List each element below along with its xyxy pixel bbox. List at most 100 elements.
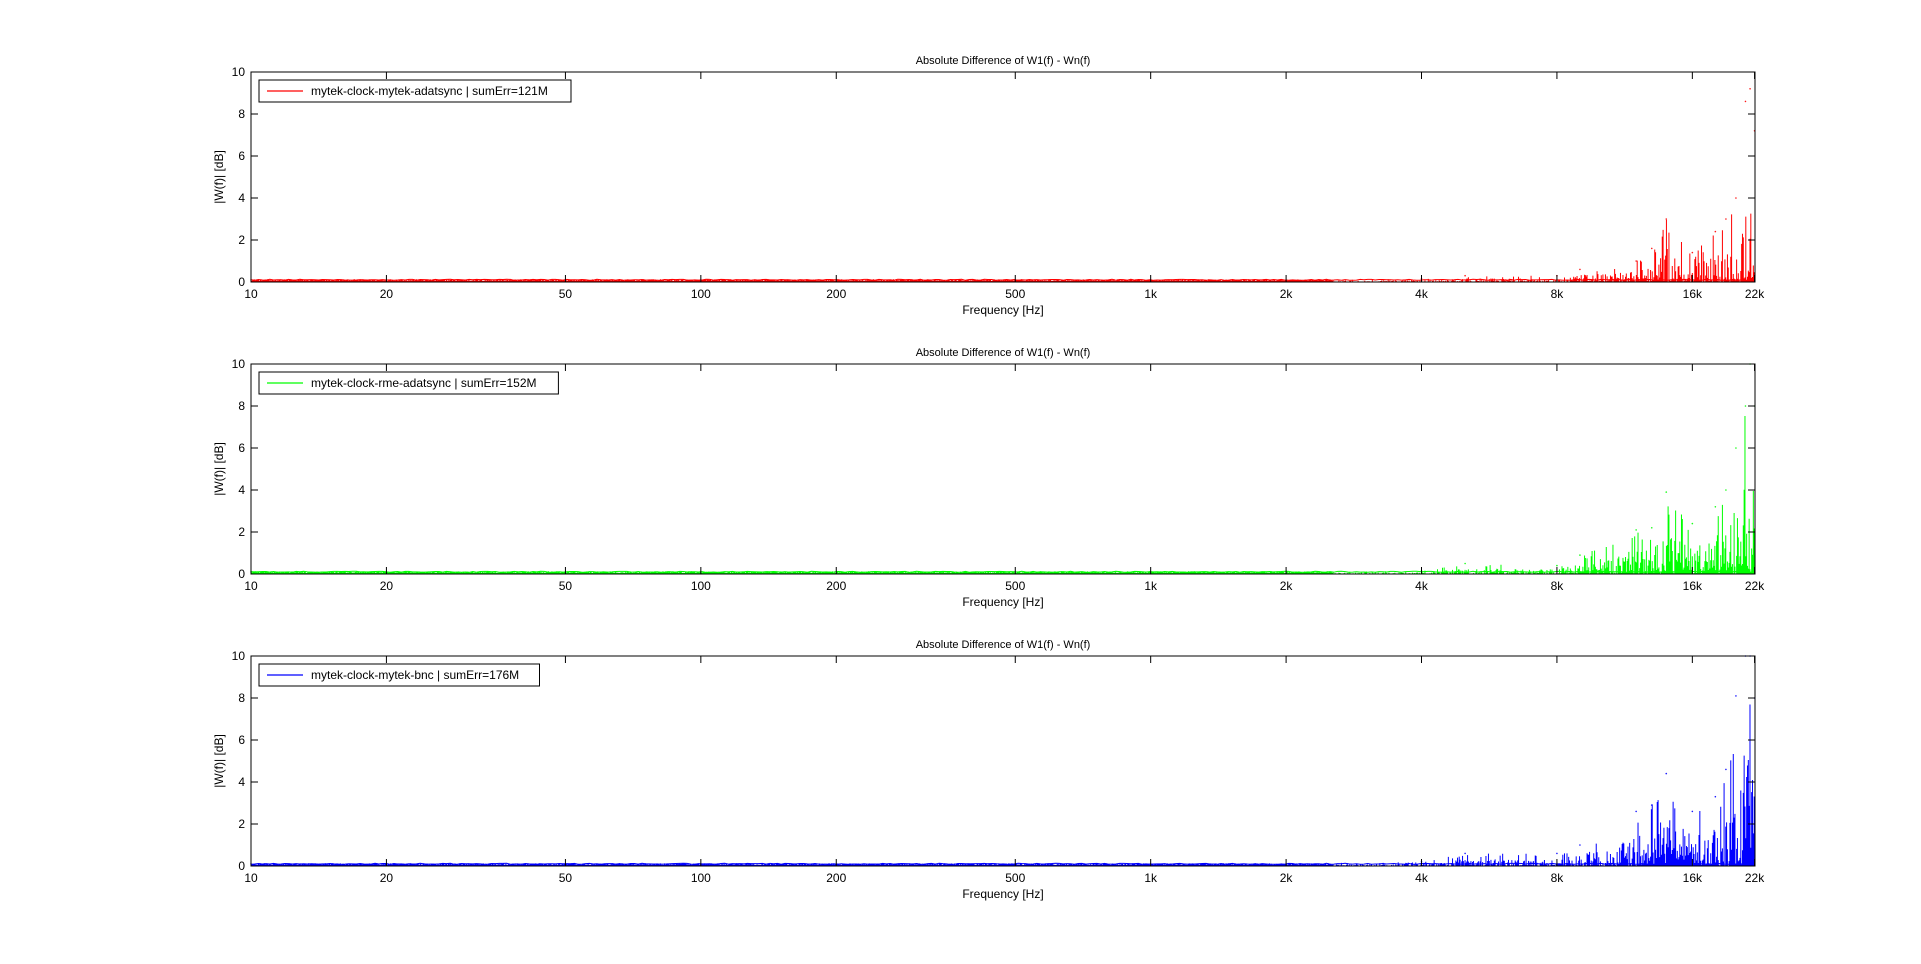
x-tick-label: 2k [1280, 287, 1294, 301]
x-tick-label: 500 [1005, 287, 1025, 301]
chart-title: Absolute Difference of W1(f) - Wn(f) [916, 55, 1091, 67]
y-tick-label: 4 [238, 483, 245, 497]
legend-label: mytek-clock-rme-adatsync | sumErr=152M [311, 376, 537, 390]
series-line [251, 704, 1755, 866]
chart-title: Absolute Difference of W1(f) - Wn(f) [916, 347, 1091, 359]
data-point [1744, 100, 1747, 103]
data-point [1691, 251, 1694, 254]
series-baseline [251, 570, 1755, 573]
x-tick-label: 100 [691, 579, 711, 593]
x-tick-label: 100 [691, 871, 711, 885]
data-point [1735, 447, 1737, 449]
data-point [1635, 260, 1637, 262]
x-tick-label: 2k [1280, 579, 1294, 593]
x-tick-label: 500 [1005, 871, 1025, 885]
axes-frame [250, 71, 1756, 283]
x-tick-label: 500 [1005, 579, 1025, 593]
data-point [1650, 804, 1653, 806]
series-baseline [251, 278, 1755, 281]
y-tick-label: 6 [238, 733, 245, 747]
series-baseline [251, 862, 1755, 865]
y-tick-label: 6 [238, 441, 245, 455]
data-point [1714, 506, 1717, 508]
x-tick-label: 10 [244, 871, 258, 885]
x-tick-label: 2k [1280, 871, 1294, 885]
y-tick-label: 10 [232, 65, 246, 79]
y-tick-label: 0 [238, 859, 245, 873]
x-tick-label: 1k [1144, 871, 1158, 885]
data-point [1691, 522, 1694, 525]
data-point [1725, 218, 1727, 220]
data-point [1635, 529, 1637, 531]
data-point [1714, 230, 1717, 233]
y-axis-label: |W(f)| [dB] [212, 442, 226, 496]
y-tick-label: 0 [238, 567, 245, 581]
legend-box [258, 371, 559, 395]
legend-box [258, 663, 540, 687]
x-tick-label: 1k [1144, 287, 1158, 301]
data-point [1650, 527, 1653, 529]
data-point [1749, 88, 1751, 90]
plot-area [250, 71, 1756, 283]
legend-label: mytek-clock-mytek-bnc | sumErr=176M [311, 668, 519, 682]
data-point [1665, 491, 1668, 493]
x-axis-label: Frequency [Hz] [962, 303, 1043, 317]
chart-panel-3: Absolute Difference of W1(f) - Wn(f)10 20… [212, 639, 1765, 901]
data-point [1556, 564, 1558, 567]
legend: mytek-clock-rme-adatsync | sumErr=152M [258, 371, 559, 395]
x-tick-label: 200 [826, 287, 846, 301]
y-tick-label: 6 [238, 149, 245, 163]
x-tick-label: 50 [559, 287, 573, 301]
data-point [1556, 852, 1558, 855]
x-tick-label: 4k [1415, 287, 1429, 301]
x-tick-label: 22k [1745, 287, 1765, 301]
data-point [1744, 405, 1747, 407]
axes-frame [250, 655, 1756, 867]
data-point [1579, 554, 1581, 556]
y-axis-label: |W(f)| [dB] [212, 150, 226, 204]
x-tick-label: 8k [1551, 579, 1565, 593]
x-tick-label: 200 [826, 871, 846, 885]
data-point [1735, 197, 1737, 199]
data-point [1635, 810, 1637, 813]
y-tick-label: 2 [238, 817, 245, 831]
x-tick-label: 200 [826, 579, 846, 593]
y-tick-label: 0 [238, 275, 245, 289]
y-tick-label: 4 [238, 191, 245, 205]
y-tick-label: 8 [238, 399, 245, 413]
chart-title: Absolute Difference of W1(f) - Wn(f) [916, 639, 1091, 651]
plot-area [250, 655, 1756, 867]
legend-box [258, 79, 572, 103]
x-tick-label: 16k [1683, 287, 1703, 301]
x-tick-label: 4k [1415, 871, 1429, 885]
y-tick-label: 2 [238, 233, 245, 247]
x-tick-label: 8k [1551, 287, 1565, 301]
y-axis-label: |W(f)| [dB] [212, 734, 226, 788]
chart-panel-1: Absolute Difference of W1(f) - Wn(f)10 20… [212, 55, 1765, 317]
legend-label: mytek-clock-mytek-adatsync | sumErr=121M [311, 84, 548, 98]
x-tick-label: 1k [1144, 579, 1158, 593]
data-point [1464, 562, 1466, 565]
x-axis-label: Frequency [Hz] [962, 887, 1043, 901]
y-tick-label: 8 [238, 691, 245, 705]
x-tick-label: 10 [244, 579, 258, 593]
x-tick-label: 4k [1415, 579, 1429, 593]
x-tick-label: 50 [559, 579, 573, 593]
x-tick-label: 22k [1745, 871, 1765, 885]
data-point [1464, 274, 1466, 277]
plot-area [250, 363, 1756, 575]
data-point [1691, 810, 1694, 813]
legend: mytek-clock-mytek-bnc | sumErr=176M [258, 663, 540, 687]
y-tick-label: 10 [232, 649, 246, 663]
x-tick-label: 16k [1683, 871, 1703, 885]
x-tick-label: 20 [380, 579, 394, 593]
y-tick-label: 10 [232, 357, 246, 371]
y-tick-label: 8 [238, 107, 245, 121]
data-point [1725, 768, 1727, 771]
legend: mytek-clock-mytek-adatsync | sumErr=121M [258, 79, 572, 103]
data-point [1650, 247, 1653, 250]
x-tick-label: 16k [1683, 579, 1703, 593]
x-tick-label: 100 [691, 287, 711, 301]
y-tick-label: 2 [238, 525, 245, 539]
